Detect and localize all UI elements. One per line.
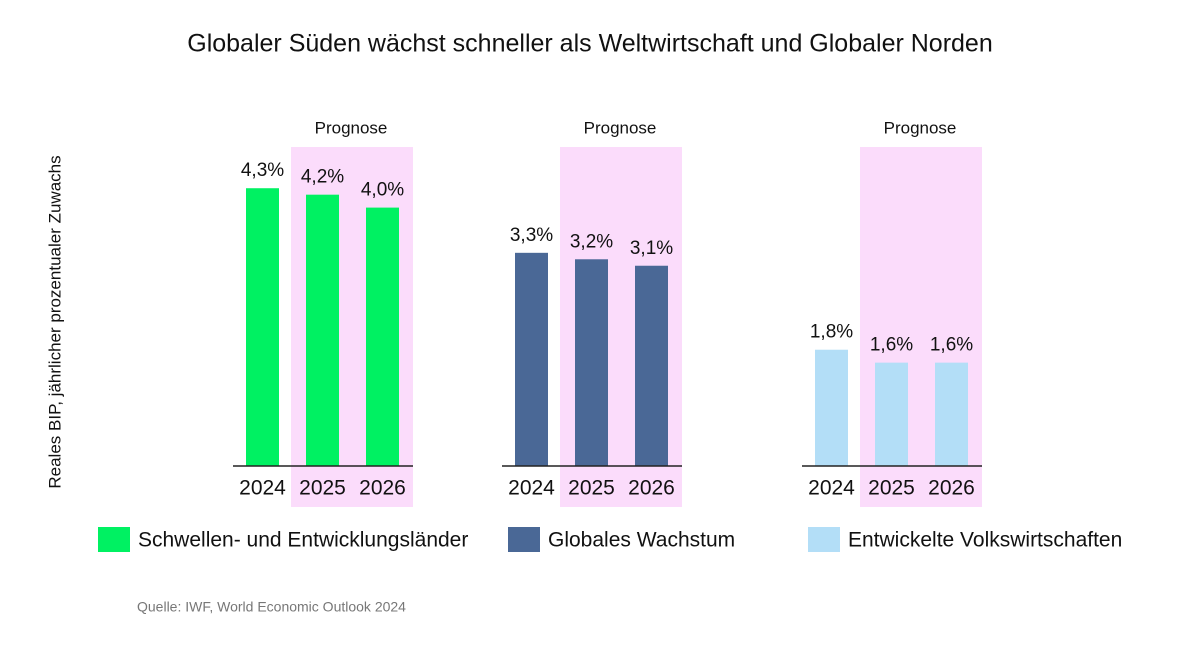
value-label: 3,3%	[510, 225, 553, 246]
legend-label: Entwickelte Volkswirtschaften	[848, 529, 1122, 552]
forecast-label: Prognose	[884, 118, 957, 137]
legend-swatch	[508, 527, 540, 552]
value-label: 1,6%	[870, 335, 913, 356]
bar	[635, 265, 668, 466]
bar	[815, 349, 848, 466]
source-note: Quelle: IWF, World Economic Outlook 2024	[137, 599, 406, 615]
bar	[366, 207, 399, 466]
legend-label: Schwellen- und Entwicklungsländer	[138, 529, 468, 552]
x-tick-label: 2026	[359, 477, 406, 500]
bar	[515, 252, 548, 466]
x-tick-label: 2026	[928, 477, 975, 500]
bar	[935, 362, 968, 466]
x-tick-label: 2024	[808, 477, 855, 500]
x-tick-label: 2026	[628, 477, 675, 500]
x-tick-label: 2025	[868, 477, 915, 500]
value-label: 4,2%	[301, 167, 344, 188]
legend-label: Globales Wachstum	[548, 529, 735, 552]
value-label: 4,3%	[241, 160, 284, 181]
forecast-label: Prognose	[315, 118, 388, 137]
value-label: 3,2%	[570, 231, 613, 252]
x-tick-label: 2025	[568, 477, 615, 500]
legend-swatch	[808, 527, 840, 552]
x-tick-label: 2024	[508, 477, 555, 500]
bar	[575, 259, 608, 466]
bar	[875, 362, 908, 466]
forecast-label: Prognose	[584, 118, 657, 137]
value-label: 1,8%	[810, 322, 853, 343]
bar	[306, 194, 339, 466]
value-label: 4,0%	[361, 180, 404, 201]
value-label: 1,6%	[930, 335, 973, 356]
x-tick-label: 2025	[299, 477, 346, 500]
chart-title: Globaler Süden wächst schneller als Welt…	[187, 30, 993, 58]
x-tick-label: 2024	[239, 477, 286, 500]
legend-swatch	[98, 527, 130, 552]
bar	[246, 188, 279, 466]
y-axis-label: Reales BIP, jährlicher prozentualer Zuwa…	[45, 155, 64, 488]
value-label: 3,1%	[630, 238, 673, 259]
